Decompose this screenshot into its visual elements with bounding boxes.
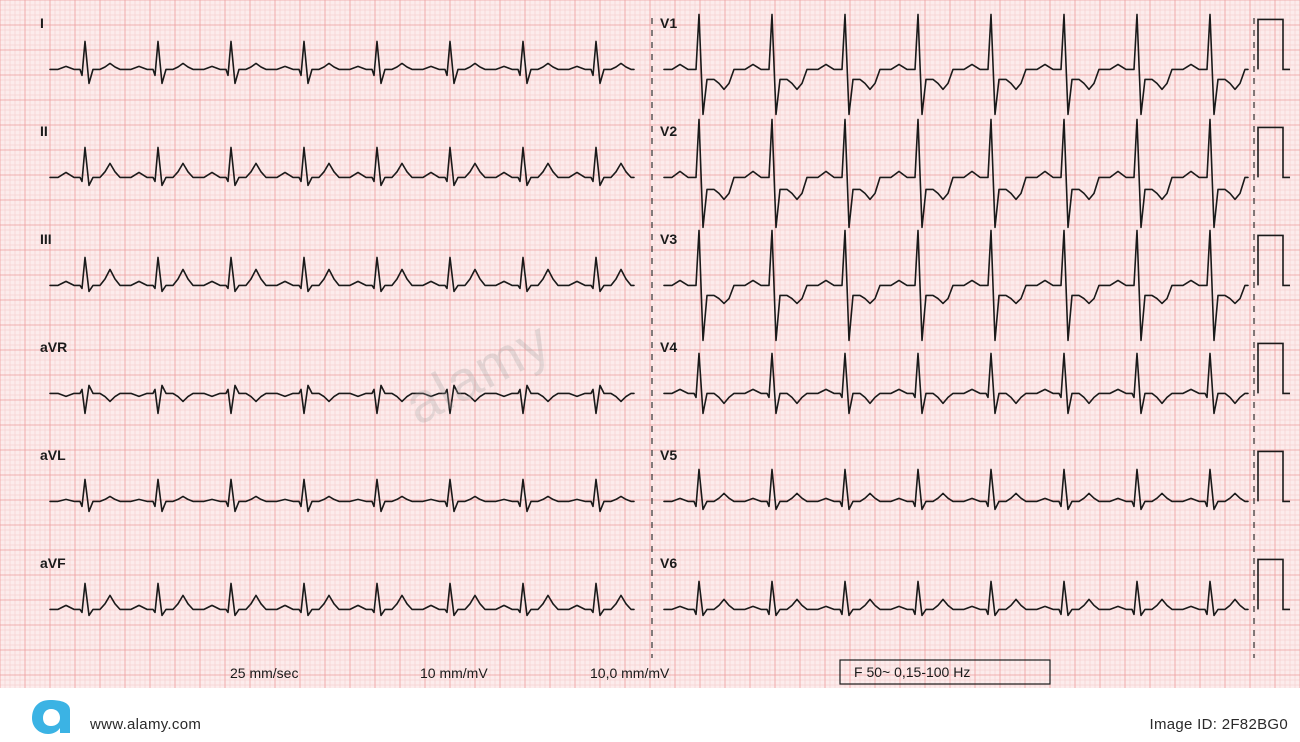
alamy-logo bbox=[18, 696, 82, 736]
lead-label-V6: V6 bbox=[660, 555, 677, 571]
footer-gain2: 10,0 mm/mV bbox=[590, 665, 670, 681]
lead-label-aVL: aVL bbox=[40, 447, 66, 463]
lead-label-III: III bbox=[40, 231, 52, 247]
lead-label-V2: V2 bbox=[660, 123, 677, 139]
footer-speed: 25 mm/sec bbox=[230, 665, 298, 681]
lead-label-V5: V5 bbox=[660, 447, 677, 463]
lead-label-I: I bbox=[40, 15, 44, 31]
lead-label-V1: V1 bbox=[660, 15, 677, 31]
lead-label-V4: V4 bbox=[660, 339, 677, 355]
footer-filter: F 50~ 0,15-100 Hz bbox=[854, 664, 970, 680]
ecg-svg: IIIIIIaVRaVLaVFV1V2V3V4V5V625 mm/sec10 m… bbox=[0, 0, 1300, 690]
lead-label-aVR: aVR bbox=[40, 339, 67, 355]
watermark-strip: www.alamy.com Image ID: 2F82BG0 bbox=[0, 690, 1300, 742]
lead-label-II: II bbox=[40, 123, 48, 139]
footer-gain1: 10 mm/mV bbox=[420, 665, 488, 681]
ecg-grid bbox=[0, 0, 1300, 688]
watermark-url: www.alamy.com bbox=[90, 716, 201, 733]
watermark-image-id: Image ID: 2F82BG0 bbox=[1150, 716, 1289, 733]
lead-label-V3: V3 bbox=[660, 231, 677, 247]
lead-label-aVF: aVF bbox=[40, 555, 66, 571]
ecg-chart: IIIIIIaVRaVLaVFV1V2V3V4V5V625 mm/sec10 m… bbox=[0, 0, 1300, 690]
